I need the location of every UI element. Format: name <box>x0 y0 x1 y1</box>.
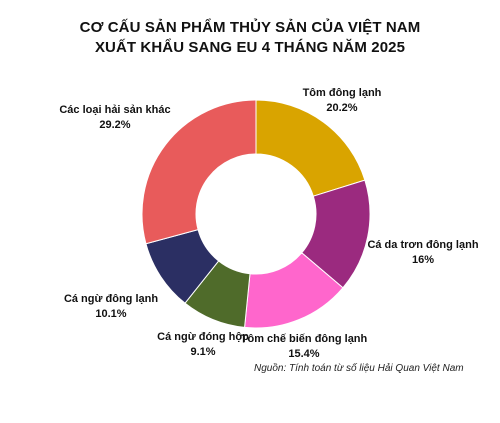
label-ca-ngu-dong-lanh: Cá ngừ đông lạnh 10.1% <box>56 292 166 322</box>
label-name: Tôm đông lạnh <box>302 87 382 99</box>
label-value: 20.2% <box>326 102 358 114</box>
label-value: 15.4% <box>288 348 320 360</box>
label-hai-san-khac: Các loại hải sản khác 29.2% <box>52 103 178 133</box>
label-name: Cá ngừ đóng hộp <box>157 331 249 343</box>
label-tom-che-bien: Tôm chế biến đông lạnh 15.4% <box>238 332 370 362</box>
slice-1 <box>255 99 366 197</box>
label-ca-da-tron: Cá da trơn đông lạnh 16% <box>367 238 479 268</box>
label-name: Tôm chế biến đông lạnh <box>240 333 368 345</box>
label-name: Cá da trơn đông lạnh <box>367 239 479 251</box>
label-value: 9.1% <box>190 346 216 358</box>
slice-6 <box>141 99 257 245</box>
label-name: Cá ngừ đông lạnh <box>63 293 159 305</box>
source-note: Nguồn: Tính toán từ số liệu Hải Quan Việ… <box>254 363 464 374</box>
label-name: Các loại hải sản khác <box>59 104 171 116</box>
chart-title-line-2: XUẤT KHẨU SANG EU 4 THÁNG NĂM 2025 <box>94 39 406 56</box>
label-value: 16% <box>411 254 435 266</box>
label-ca-ngu-dong-hop: Cá ngừ đóng hộp 9.1% <box>150 330 256 360</box>
label-value: 29.2% <box>99 119 131 131</box>
label-tom-dong-lanh: Tôm đông lạnh 20.2% <box>282 86 402 116</box>
chart-title-line-1: CƠ CẤU SẢN PHẨM THỦY SẢN CỦA VIỆT NAM <box>79 19 421 36</box>
label-value: 10.1% <box>95 308 127 320</box>
